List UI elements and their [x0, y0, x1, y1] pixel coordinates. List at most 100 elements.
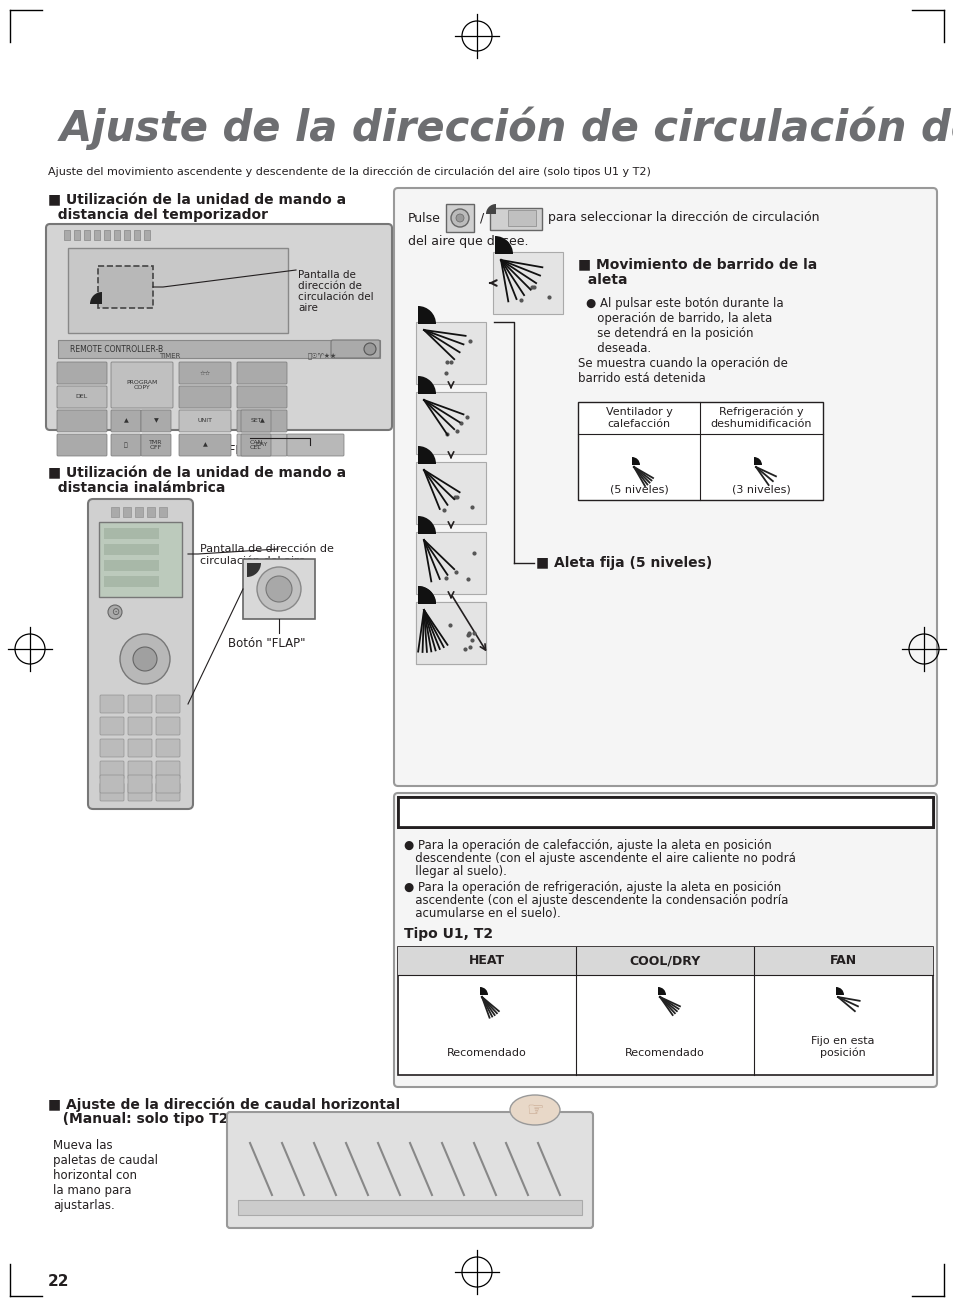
- Bar: [490, 208, 541, 230]
- Text: dirección de: dirección de: [297, 281, 361, 291]
- Text: distancia del temporizador: distancia del temporizador: [48, 208, 268, 222]
- Text: CAN
CEL: CAN CEL: [249, 440, 262, 451]
- Wedge shape: [417, 306, 436, 324]
- FancyBboxPatch shape: [236, 410, 287, 432]
- Text: Fijo en esta
posición: Fijo en esta posición: [810, 1036, 874, 1058]
- Text: ☞: ☞: [526, 1101, 543, 1119]
- FancyBboxPatch shape: [128, 784, 152, 801]
- FancyBboxPatch shape: [100, 717, 124, 735]
- FancyBboxPatch shape: [331, 340, 379, 358]
- Text: HEAT: HEAT: [469, 955, 504, 968]
- Text: Botón "FLAP": Botón "FLAP": [228, 637, 305, 650]
- Text: SET: SET: [250, 418, 261, 423]
- FancyBboxPatch shape: [179, 362, 231, 384]
- Text: del aire que desee.: del aire que desee.: [408, 235, 528, 248]
- Text: ☆☆: ☆☆: [199, 371, 211, 376]
- Text: Botón "FLAP": Botón "FLAP": [185, 444, 262, 457]
- Text: ● Para la operación de calefacción, ajuste la aleta en posición: ● Para la operación de calefacción, ajus…: [403, 838, 771, 852]
- Text: (5 niveles): (5 niveles): [609, 485, 668, 495]
- FancyBboxPatch shape: [100, 695, 124, 713]
- FancyBboxPatch shape: [88, 499, 193, 808]
- FancyBboxPatch shape: [227, 1111, 593, 1228]
- Text: COOL/DRY: COOL/DRY: [629, 955, 700, 968]
- Bar: [397, 797, 932, 827]
- Bar: [416, 392, 485, 454]
- Text: (Manual: solo tipo T2): (Manual: solo tipo T2): [48, 1111, 234, 1126]
- Circle shape: [364, 343, 375, 355]
- Bar: [416, 532, 485, 594]
- Text: PROGRAM
COPY: PROGRAM COPY: [126, 380, 157, 390]
- FancyBboxPatch shape: [236, 434, 287, 456]
- FancyBboxPatch shape: [156, 695, 180, 713]
- Text: Dirección de caudal vertical recomendada: Dirección de caudal vertical recomendada: [468, 803, 861, 821]
- FancyBboxPatch shape: [236, 387, 287, 407]
- Text: ⏰: ⏰: [124, 443, 128, 448]
- Text: descendente (con el ajuste ascendente el aire caliente no podrá: descendente (con el ajuste ascendente el…: [403, 852, 795, 865]
- Wedge shape: [658, 987, 665, 995]
- Text: ⊙: ⊙: [111, 607, 119, 616]
- FancyBboxPatch shape: [141, 410, 171, 432]
- FancyBboxPatch shape: [236, 362, 287, 384]
- Bar: [416, 462, 485, 524]
- Wedge shape: [753, 457, 761, 465]
- Bar: [84, 230, 90, 240]
- Text: ▲: ▲: [259, 418, 264, 423]
- Text: ■ Movimiento de barrido de la
  aleta: ■ Movimiento de barrido de la aleta: [578, 257, 817, 287]
- Text: ■ Utilización de la unidad de mando a: ■ Utilización de la unidad de mando a: [48, 193, 346, 206]
- Bar: [68, 248, 288, 333]
- Text: ▼: ▼: [153, 418, 158, 423]
- Bar: [104, 560, 159, 571]
- Wedge shape: [417, 586, 436, 603]
- Text: circulación del: circulación del: [297, 293, 374, 302]
- Text: (3 niveles): (3 niveles): [731, 485, 789, 495]
- Text: Recomendado: Recomendado: [624, 1047, 704, 1058]
- Bar: [104, 576, 159, 586]
- FancyBboxPatch shape: [128, 739, 152, 757]
- Bar: [64, 230, 70, 240]
- FancyBboxPatch shape: [46, 225, 392, 430]
- FancyBboxPatch shape: [128, 774, 152, 793]
- FancyBboxPatch shape: [156, 717, 180, 735]
- Bar: [397, 797, 932, 827]
- FancyBboxPatch shape: [141, 434, 171, 456]
- Text: ■ Aleta fija (5 niveles): ■ Aleta fija (5 niveles): [536, 556, 712, 569]
- Text: TIMER: TIMER: [159, 353, 180, 359]
- Text: Refrigeración y
deshumidificación: Refrigeración y deshumidificación: [709, 407, 811, 430]
- Text: DAY: DAY: [255, 443, 268, 448]
- Text: Tipo U1, T2: Tipo U1, T2: [403, 927, 493, 942]
- FancyBboxPatch shape: [57, 387, 107, 407]
- Text: ascendente (con el ajuste descendente la condensación podría: ascendente (con el ajuste descendente la…: [403, 895, 787, 906]
- FancyBboxPatch shape: [111, 362, 172, 407]
- Text: Ajuste de la dirección de circulación del aire: Ajuste de la dirección de circulación de…: [60, 106, 953, 150]
- Circle shape: [451, 209, 469, 227]
- FancyBboxPatch shape: [100, 761, 124, 778]
- Bar: [144, 230, 150, 240]
- Wedge shape: [417, 586, 436, 603]
- Text: UNIT: UNIT: [197, 418, 213, 423]
- Text: Pantalla de: Pantalla de: [297, 270, 355, 279]
- FancyBboxPatch shape: [394, 188, 936, 786]
- Text: Recomendado: Recomendado: [447, 1047, 526, 1058]
- Bar: [243, 559, 314, 619]
- Bar: [147, 507, 154, 517]
- Bar: [507, 210, 536, 226]
- Circle shape: [266, 576, 292, 602]
- Bar: [74, 230, 80, 240]
- Wedge shape: [835, 987, 843, 995]
- Text: Ⓢ☉♈★★: Ⓢ☉♈★★: [308, 353, 337, 359]
- Bar: [446, 204, 474, 232]
- Text: Ajuste del movimiento ascendente y descendente de la dirección de circulación de: Ajuste del movimiento ascendente y desce…: [48, 167, 650, 178]
- Text: DEL: DEL: [76, 394, 88, 400]
- Text: REMOTE CONTROLLER-B: REMOTE CONTROLLER-B: [70, 345, 163, 354]
- Bar: [135, 507, 143, 517]
- Bar: [99, 522, 182, 597]
- Bar: [104, 528, 159, 539]
- Text: Mueva las
paletas de caudal
horizontal con
la mano para
ajustarlas.: Mueva las paletas de caudal horizontal c…: [53, 1139, 158, 1212]
- Bar: [94, 230, 100, 240]
- FancyBboxPatch shape: [179, 410, 231, 432]
- Bar: [123, 507, 131, 517]
- FancyBboxPatch shape: [128, 695, 152, 713]
- FancyBboxPatch shape: [111, 434, 141, 456]
- Text: ▲: ▲: [124, 418, 129, 423]
- FancyBboxPatch shape: [128, 717, 152, 735]
